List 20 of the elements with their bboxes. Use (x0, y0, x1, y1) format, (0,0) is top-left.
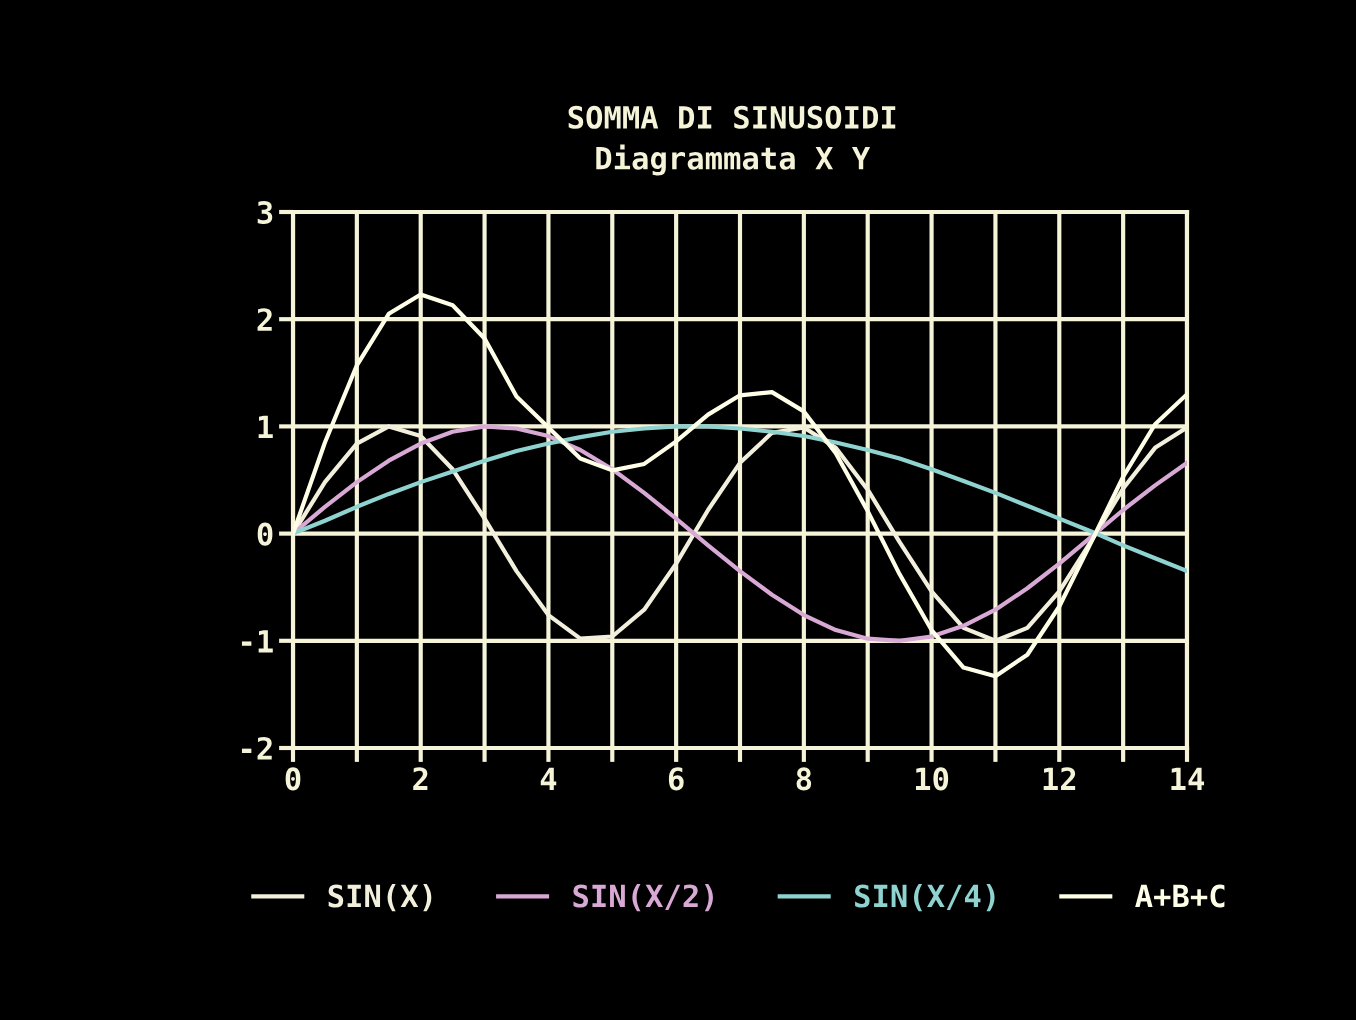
x-tick-label: 0 (285, 767, 301, 791)
y-tick-label: -1 (241, 630, 273, 653)
x-tick-label: 14 (1171, 767, 1205, 790)
legend-label: SIN(X) (328, 883, 432, 912)
y-tick-label: 3 (257, 200, 273, 225)
y-tick-label: 1 (258, 415, 273, 439)
x-tick-label: 6 (668, 767, 684, 791)
chart-subtitle: Diagrammata X Y (596, 144, 871, 176)
x-tick-label: 8 (796, 767, 812, 791)
y-tick-label: 2 (257, 308, 272, 331)
legend-label: SIN(X/2) (573, 883, 713, 912)
x-tick-label: 10 (915, 767, 949, 791)
legend-label: A+B+C (1135, 884, 1225, 908)
y-tick-label: 0 (257, 522, 273, 546)
chart-title: SOMMA DI SINUSOIDI (568, 105, 896, 129)
legend-label: SIN(X/4) (855, 883, 995, 912)
x-tick-label: 4 (540, 767, 557, 790)
x-tick-label: 2 (413, 767, 428, 790)
x-tick-label: 12 (1043, 767, 1076, 790)
y-tick-label: -2 (241, 736, 272, 760)
